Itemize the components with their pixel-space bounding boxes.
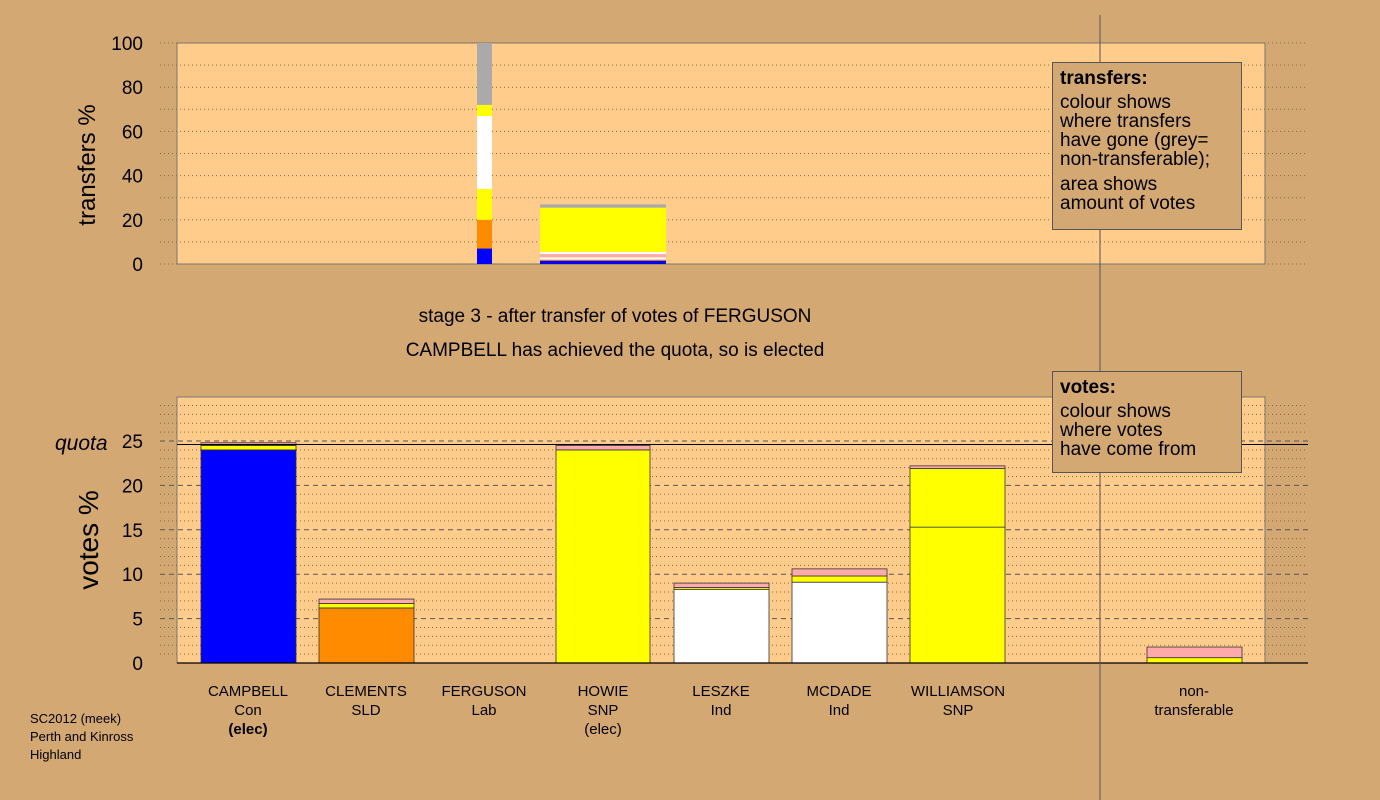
y-tick-label: 10: [122, 565, 143, 586]
y-tick-label: 15: [122, 521, 143, 542]
legend-transfers-title: transfers:: [1060, 68, 1148, 89]
candidate-party: Lab: [471, 702, 497, 719]
vote-segment: [318, 598, 415, 604]
y-tick-label: 80: [122, 78, 143, 99]
vote-segment: [555, 449, 651, 664]
candidate-label-williamson: WILLIAMSON SNP: [888, 682, 1028, 720]
vote-segment: [673, 588, 770, 664]
vote-segment: [200, 445, 297, 451]
y-tick-label: 40: [122, 167, 143, 188]
candidate-name: MCDADE: [806, 683, 872, 700]
candidate-label-mcdade: MCDADE Ind: [769, 682, 909, 720]
legend-votes: votes: colour shows where votes have com…: [1052, 371, 1242, 473]
candidate-party: transferable: [1154, 702, 1234, 719]
legend-transfers-line: colour shows: [1060, 92, 1171, 113]
y-tick-label: 0: [132, 654, 143, 675]
transfer-segment: [477, 104, 492, 116]
transfer-segment: [540, 259, 666, 261]
quota-label: quota: [55, 432, 108, 455]
vote-segment: [200, 449, 297, 664]
candidate-name: CLEMENTS: [325, 683, 407, 700]
y-tick-label: 20: [122, 476, 143, 497]
bottom-ylabel: votes %: [73, 490, 104, 590]
candidate-name: WILLIAMSON: [910, 683, 1006, 700]
candidate-label-ferguson: FERGUSON Lab: [414, 682, 554, 720]
legend-transfers-line: non-transferable);: [1060, 149, 1210, 170]
transfer-segment: [477, 43, 492, 105]
footer-line: Perth and Kinross: [30, 729, 134, 744]
stage-subtitle: CAMPBELL has achieved the quota, so is e…: [405, 340, 825, 361]
bottom-bars: [200, 442, 1243, 664]
legend-transfers-line: have gone (grey=: [1060, 130, 1209, 151]
vote-segment: [909, 526, 1006, 664]
candidate-label-howie: HOWIE SNP (elec): [533, 682, 673, 739]
legend-transfers-line: area shows: [1060, 174, 1158, 195]
legend-votes-line: colour shows: [1060, 401, 1171, 422]
candidate-party: SLD: [351, 702, 381, 719]
transfer-segment: [540, 251, 666, 255]
transfer-segment: [477, 219, 492, 249]
transfer-segment: [477, 188, 492, 220]
transfer-segment: [540, 260, 666, 264]
vote-segment: [673, 582, 770, 588]
transfer-segment: [540, 257, 666, 260]
vote-segment: [318, 603, 415, 609]
vote-segment: [1146, 646, 1243, 659]
legend-votes-line: where votes: [1060, 420, 1163, 441]
y-tick-label: 100: [111, 34, 143, 55]
vote-segment: [1146, 657, 1243, 664]
candidate-status: (elec): [228, 721, 268, 738]
legend-transfers: transfers: colour shows where transfers …: [1052, 62, 1242, 230]
y-tick-label: 20: [122, 211, 143, 232]
y-tick-label: 5: [132, 610, 143, 631]
candidate-name: LESZKE: [692, 683, 750, 700]
y-tick-label: 0: [132, 255, 143, 276]
transfer-segment: [477, 115, 492, 189]
transfer-segment: [477, 248, 492, 264]
candidate-name: non-: [1178, 683, 1210, 700]
candidate-name: CAMPBELL: [207, 683, 289, 700]
transfer-segment: [540, 204, 666, 208]
footer: SC2012 (meek) Perth and Kinross Highland: [30, 710, 133, 764]
legend-votes-line: have come from: [1060, 439, 1197, 460]
candidate-party: SNP: [587, 702, 619, 719]
top-bars: [477, 43, 666, 264]
legend-transfers-line: amount of votes: [1060, 193, 1196, 214]
candidate-label-clements: CLEMENTS SLD: [296, 682, 436, 720]
candidate-party: Ind: [828, 702, 850, 719]
y-tick-label: 60: [122, 122, 143, 143]
candidate-status: (elec): [584, 721, 622, 738]
vote-segment: [791, 575, 888, 583]
vote-segment: [791, 568, 888, 577]
vote-segment: [555, 445, 651, 451]
footer-line: Highland: [30, 747, 82, 762]
vote-segment: [318, 607, 415, 664]
top-ylabel: transfers %: [74, 104, 101, 225]
candidate-party: SNP: [942, 702, 974, 719]
footer-line: SC2012 (meek): [30, 711, 122, 726]
y-tick-label: 25: [122, 432, 143, 453]
transfer-segment: [540, 254, 666, 258]
legend-transfers-line: where transfers: [1060, 111, 1191, 132]
candidate-label-campbell: CAMPBELL Con (elec): [178, 682, 318, 739]
top-ticks: 0 20 40 60 80 100: [111, 34, 143, 276]
candidate-label-non-transferable: non- transferable: [1124, 682, 1264, 720]
candidate-party: Con: [234, 702, 262, 719]
vote-segment: [909, 468, 1006, 528]
transfer-segment: [540, 207, 666, 252]
candidate-name: FERGUSON: [441, 683, 527, 700]
vote-segment: [909, 465, 1006, 469]
bottom-ticks: 0 5 10 15 20 25: [122, 432, 143, 675]
legend-votes-title: votes:: [1060, 377, 1116, 398]
vote-segment: [791, 581, 888, 664]
stage-title: stage 3 - after transfer of votes of FER…: [418, 306, 812, 327]
candidate-name: HOWIE: [577, 683, 629, 700]
candidate-party: Ind: [710, 702, 732, 719]
candidate-label-leszke: LESZKE Ind: [651, 682, 791, 720]
